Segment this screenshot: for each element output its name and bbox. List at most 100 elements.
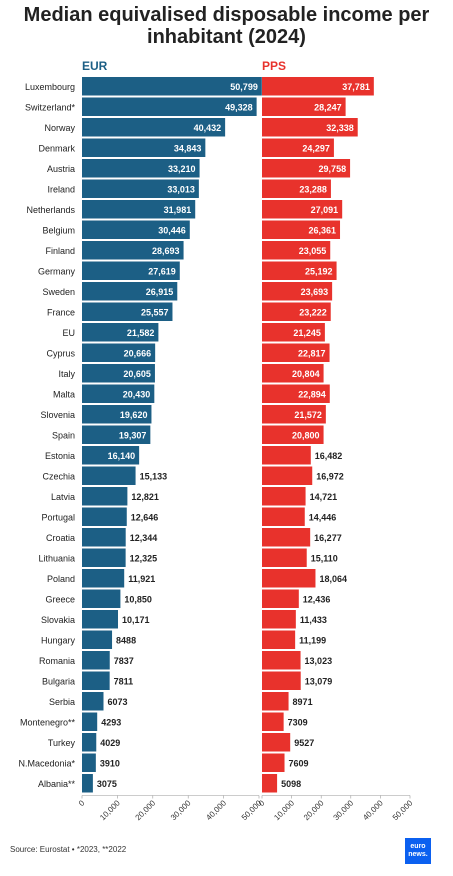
data-label: 49,328 [225,102,253,112]
bar [82,241,184,260]
bar [262,569,316,588]
category-label: Croatia [46,533,75,543]
data-label: 20,430 [123,389,151,399]
bar [82,548,126,567]
data-label: 4029 [100,738,120,748]
bar [82,774,93,793]
category-label: France [47,307,75,317]
bar [262,241,331,260]
bar [262,446,311,465]
data-label: 28,693 [152,246,180,256]
bar [82,405,152,424]
data-label: 21,572 [294,410,322,420]
bar [82,753,96,772]
bar [262,97,346,116]
x-tick-label: 20,000 [302,798,326,822]
category-label: Ireland [47,184,75,194]
data-label: 12,325 [130,553,158,563]
data-label: 16,277 [314,533,342,543]
bar [262,200,343,219]
category-label: Romania [39,656,75,666]
data-label: 3910 [100,758,120,768]
bar [262,77,374,96]
data-label: 23,222 [299,307,327,317]
data-label: 22,894 [298,389,326,399]
data-label: 23,693 [301,287,329,297]
bar [262,425,324,444]
data-label: 7811 [114,676,134,686]
panel-eur: EUR 50,799 49,328 40,432 34,843 33,210 33,013 3… [77,59,264,822]
chart-title: Median equivalised disposable income per… [23,4,430,48]
category-label: Denmark [38,143,75,153]
bar [82,97,257,116]
data-label: 10,850 [124,594,152,604]
data-label: 7837 [114,656,134,666]
data-label: 3075 [97,779,117,789]
data-label: 33,013 [167,184,195,194]
data-label: 23,055 [299,246,327,256]
data-label: 26,361 [308,225,336,235]
data-label: 20,800 [292,430,320,440]
bar [82,651,110,670]
bar [82,712,98,731]
category-label: Czechia [42,471,75,481]
category-label: Belgium [42,225,75,235]
category-label: Luxembourg [25,82,75,92]
bar [262,651,301,670]
data-label: 4293 [101,717,121,727]
bar [262,179,331,198]
category-label: Latvia [51,492,75,502]
data-label: 33,210 [168,164,196,174]
category-label: Norway [44,123,75,133]
category-label: Slovenia [40,410,75,420]
bar [262,159,351,178]
category-label: Serbia [49,697,75,707]
data-label: 11,433 [300,615,327,625]
data-label: 16,972 [316,471,344,481]
x-tick-label: 0 [77,798,87,808]
category-label: Lithuania [38,553,75,563]
data-label: 16,482 [315,451,343,461]
x-tick-label: 30,000 [169,798,193,822]
bar [82,302,173,321]
bar [82,138,206,157]
bar [262,138,334,157]
category-label: Netherlands [26,205,75,215]
data-label: 34,843 [174,143,202,153]
data-label: 22,817 [298,348,326,358]
data-label: 11,199 [299,635,326,645]
data-label: 12,344 [130,533,158,543]
category-label: Greece [45,594,75,604]
category-label: Austria [47,164,75,174]
bar [262,118,358,137]
bar [262,220,341,239]
bar [82,179,199,198]
data-label: 12,646 [131,512,159,522]
bar [262,261,337,280]
bar [82,569,125,588]
data-label: 7609 [289,758,309,768]
x-tick-label: 30,000 [332,798,356,822]
bar [82,261,180,280]
bar [82,446,140,465]
data-label: 9527 [294,738,314,748]
category-label: Italy [58,369,75,379]
bar [82,159,200,178]
bar [82,692,104,711]
bar [262,405,326,424]
bar [262,507,305,526]
bar [262,487,306,506]
data-label: 6073 [107,697,127,707]
data-label: 30,446 [158,225,186,235]
bar [82,384,155,403]
bar [82,733,97,752]
data-label: 19,307 [119,430,147,440]
bar [82,364,155,383]
data-label: 32,338 [326,123,354,133]
bar [262,302,331,321]
bar [262,548,307,567]
bar [262,671,301,690]
bar [82,630,113,649]
data-label: 15,110 [311,553,338,563]
